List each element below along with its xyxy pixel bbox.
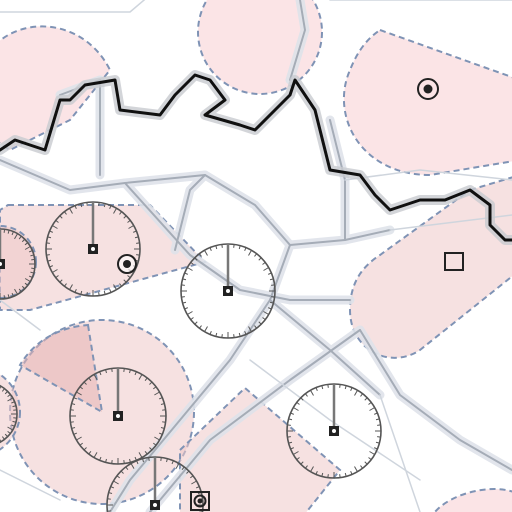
zone-bottom-right [433, 488, 512, 512]
clock-dial-icon[interactable] [180, 243, 276, 339]
zone-bottom-diagonal [179, 386, 342, 512]
street-top-link [289, 0, 306, 81]
clock-layer [0, 201, 382, 512]
circled-dot-icon[interactable] [117, 254, 137, 274]
boundary-layer [0, 70, 512, 245]
marker-layer [117, 78, 464, 511]
square-icon[interactable] [444, 252, 464, 271]
boundary-line [0, 73, 512, 242]
zone-right-capsule [348, 176, 512, 359]
street-cross-link [269, 299, 381, 396]
clock-dial-icon[interactable] [0, 228, 36, 300]
street-short-spur [174, 174, 206, 251]
zone-top-right-capsule [342, 28, 512, 177]
street-south-east [359, 329, 512, 471]
clock-dial-icon[interactable] [286, 383, 382, 479]
street-middle-link [124, 182, 351, 301]
clock-dial-icon[interactable] [69, 367, 167, 465]
boxed-circle-icon[interactable] [190, 491, 210, 511]
zone-bottom-left-wedge [18, 323, 104, 414]
circled-dot-icon[interactable] [417, 78, 439, 100]
zone-top-left [0, 25, 112, 152]
street-main-east-west [0, 159, 391, 246]
street-lower-diagonal [149, 329, 361, 512]
clock-dial-icon[interactable] [0, 382, 18, 446]
